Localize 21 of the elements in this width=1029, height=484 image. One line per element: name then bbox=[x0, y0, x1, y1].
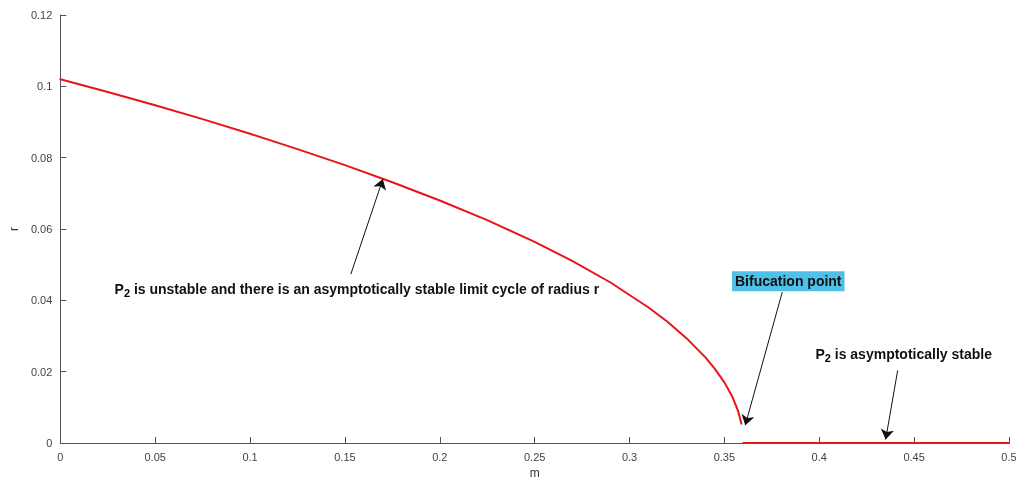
x-tick-label: 0.3 bbox=[621, 450, 638, 463]
y-axis-title: r bbox=[7, 227, 21, 231]
x-tick-label: 0.4 bbox=[811, 450, 827, 463]
y-tick-label: 0.12 bbox=[30, 9, 53, 21]
y-tick-label: 0.04 bbox=[30, 294, 53, 307]
y-tick-label: 0.08 bbox=[30, 151, 53, 164]
x-axis-title: m bbox=[529, 466, 540, 480]
x-tick-label: 0.25 bbox=[523, 450, 546, 463]
y-tick-label: 0 bbox=[46, 437, 53, 449]
x-tick-label: 0.45 bbox=[903, 450, 925, 463]
y-tick-label: 0.06 bbox=[30, 223, 53, 235]
x-tick-label: 0 bbox=[57, 450, 64, 463]
x-tick-label: 0.2 bbox=[432, 450, 448, 463]
annotation: Bifucation point bbox=[734, 273, 842, 290]
x-tick-label: 0.15 bbox=[334, 450, 356, 463]
x-tick-label: 0.5 bbox=[1001, 450, 1017, 463]
x-tick-label: 0.1 bbox=[242, 450, 258, 463]
x-tick-label: 0.35 bbox=[713, 450, 736, 463]
y-tick-label: 0.02 bbox=[30, 365, 53, 378]
x-tick-label: 0.05 bbox=[144, 450, 166, 463]
y-tick-label: 0.1 bbox=[37, 80, 53, 93]
